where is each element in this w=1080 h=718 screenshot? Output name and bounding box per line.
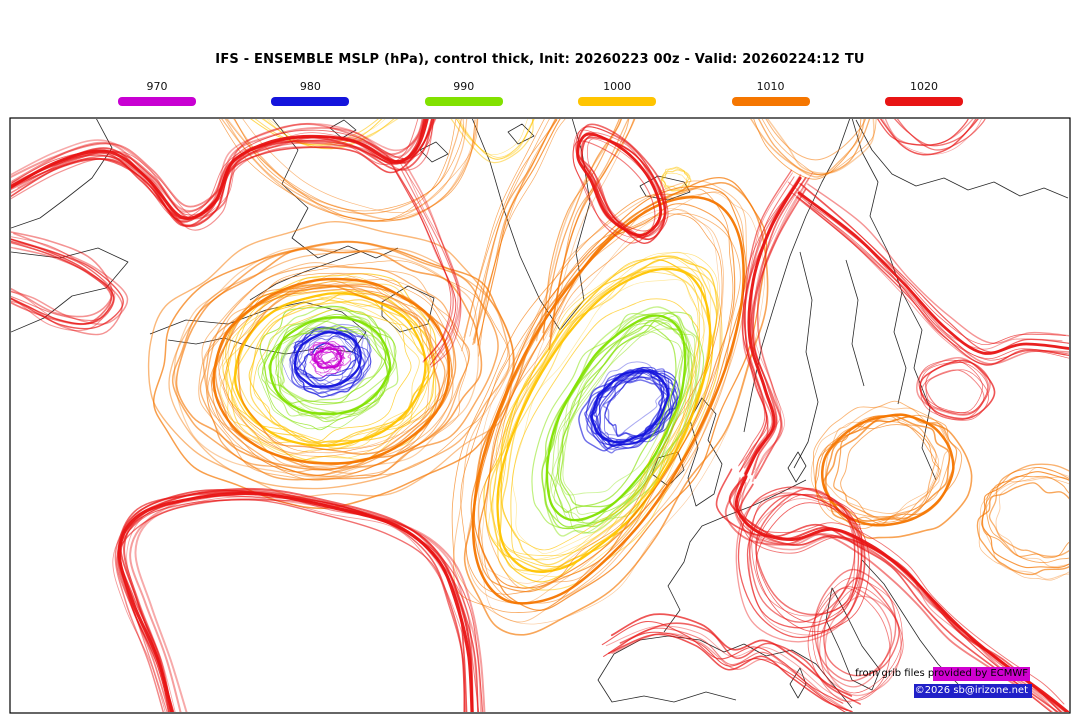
legend: 970 980 990 1000 1010 1020 (118, 80, 963, 106)
legend-item-990: 990 (424, 80, 503, 106)
credit-highlight-blue (914, 684, 1032, 698)
legend-swatch-1010 (731, 97, 810, 106)
legend-item-1020: 1020 (884, 80, 963, 106)
legend-label: 990 (453, 80, 475, 93)
legend-item-980: 980 (271, 80, 350, 106)
legend-label: 1020 (909, 80, 938, 93)
page-title: IFS - ENSEMBLE MSLP (hPa), control thick… (215, 52, 865, 67)
legend-swatch-980 (271, 97, 350, 106)
contour-spaghetti (11, 119, 1069, 712)
legend-item-970: 970 (118, 80, 196, 106)
credit-highlight-magenta (933, 667, 1030, 681)
legend-swatch-1000 (578, 97, 657, 106)
legend-swatch-990 (424, 97, 503, 106)
legend-item-1010: 1010 (731, 80, 810, 106)
legend-swatch-1020 (884, 97, 963, 106)
legend-swatch-970 (118, 97, 196, 106)
legend-label: 970 (146, 80, 168, 93)
credit-copyright: ©2026 sb@irizone.net (914, 685, 1028, 696)
legend-item-1000: 1000 (578, 80, 657, 106)
credit-source: from grib files provided by ECMWF (855, 668, 1028, 679)
legend-label: 980 (299, 80, 321, 93)
legend-label: 1000 (603, 80, 632, 93)
legend-label: 1010 (756, 80, 785, 93)
